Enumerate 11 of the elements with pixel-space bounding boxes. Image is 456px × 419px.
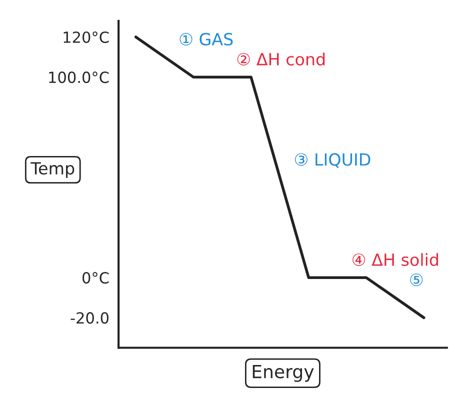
annotation: ② ΔH cond bbox=[237, 52, 325, 66]
x-axis-title: Energy bbox=[252, 364, 314, 382]
annotation: ④ ΔH solid bbox=[352, 253, 438, 266]
annotation: ① GAS bbox=[180, 32, 233, 46]
y-axis-title: Temp bbox=[30, 162, 74, 178]
annotation: ⑤ bbox=[410, 274, 423, 286]
annotation: ③ LIQUID bbox=[294, 153, 370, 168]
y-tick-label: 0°C bbox=[82, 272, 109, 284]
y-tick-label: 120°C bbox=[64, 31, 109, 44]
y-tick-label: 100.0°C bbox=[49, 72, 109, 84]
y-tick-label: -20.0 bbox=[70, 312, 109, 324]
